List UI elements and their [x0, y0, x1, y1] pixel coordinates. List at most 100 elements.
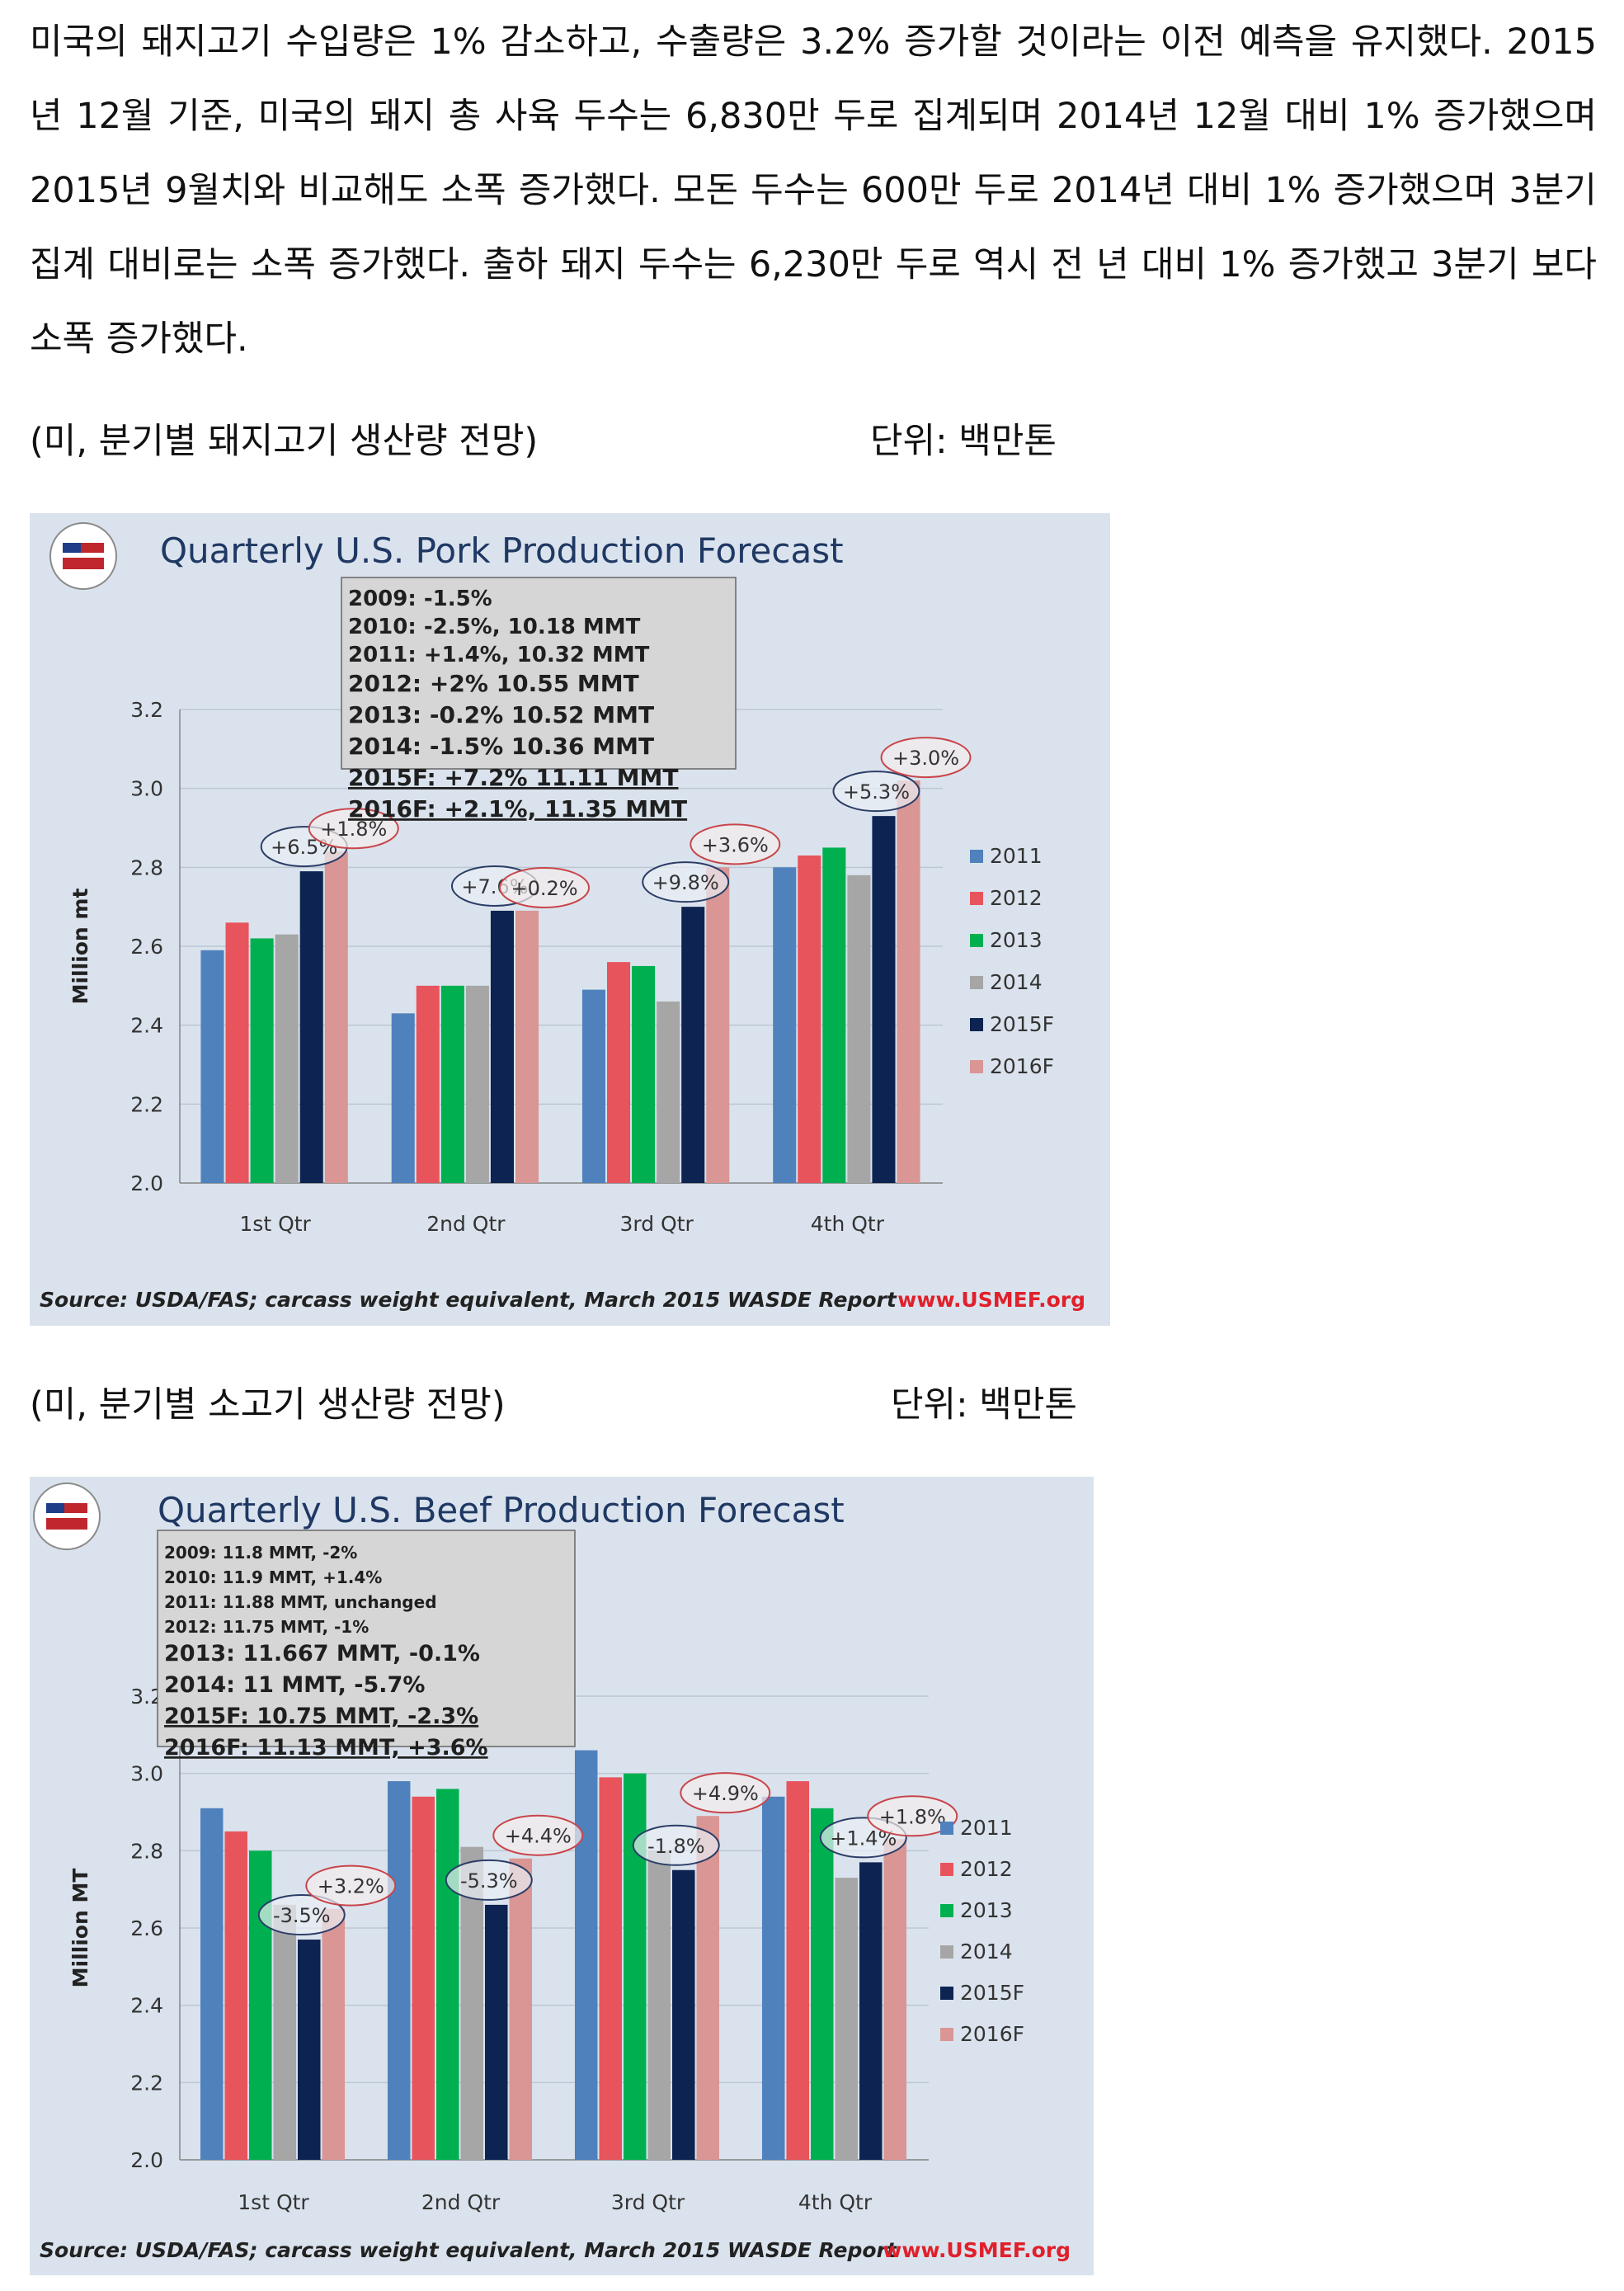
annotation-bubble-2015f [632, 1824, 720, 1866]
bar-2012-1 [224, 1831, 247, 2160]
chart-title: Quarterly U.S. Beef Production Forecast [158, 1490, 845, 1530]
y-tick-label: 2.6 [130, 935, 163, 959]
notes-line: 2010: 11.9 MMT, +1.4% [164, 1567, 382, 1587]
legend-label: 2013 [990, 928, 1043, 952]
bar-2012-2 [412, 1796, 435, 2160]
website-link: www.USMEF.org [883, 2238, 1071, 2262]
bar-2012-1 [225, 922, 249, 1183]
annotation-bubble-2016f [305, 1864, 397, 1907]
x-tick-label: 3rd Qtr [619, 1212, 694, 1236]
bar-2011-4 [773, 867, 797, 1183]
legend-swatch [970, 850, 983, 863]
legend-label: 2014 [960, 1940, 1013, 1963]
beef-chart-unit: 단위: 백만톤 [891, 1384, 1077, 1426]
bar-2016f-2 [515, 910, 539, 1183]
y-tick-label: 3.2 [130, 698, 163, 722]
annotation-bubble-2016f [880, 737, 972, 779]
notes-line: 2014: 11 MMT, -5.7% [164, 1672, 425, 1698]
legend-label: 2011 [960, 1816, 1013, 1840]
bar-2013-4 [822, 847, 846, 1183]
legend-swatch [940, 2028, 953, 2041]
bar-2014-3 [657, 1001, 680, 1183]
bar-2015f-1 [299, 871, 323, 1183]
annotation-bubble-2015f [445, 1859, 533, 1901]
bar-2013-2 [440, 985, 464, 1183]
annotation-label-2015f: -5.3% [460, 1869, 518, 1893]
usmef-logo [49, 522, 117, 590]
bar-2016f-3 [696, 1816, 720, 2160]
notes-line: 2012: 11.75 MMT, -1% [164, 1617, 369, 1637]
bar-2015f-4 [872, 816, 896, 1183]
bar-2011-1 [200, 1808, 224, 2160]
notes-line: 2011: 11.88 MMT, unchanged [164, 1592, 437, 1612]
bar-2016f-2 [509, 1858, 533, 2160]
y-tick-label: 2.6 [130, 1916, 163, 1940]
legend-swatch [940, 1987, 953, 2000]
notes-line: 2015F: +7.2% 11.11 MMT [348, 764, 678, 791]
legend-label: 2012 [960, 1857, 1013, 1881]
y-tick-label: 2.8 [130, 856, 163, 879]
bar-2013-2 [435, 1789, 459, 2160]
annotation-bubble-2015f [642, 861, 730, 903]
annotation-label-2016f: +3.6% [702, 833, 769, 856]
bar-2012-4 [798, 855, 821, 1183]
annotation-bubble-2016f [492, 1814, 584, 1856]
annotation-bubble-2016f [308, 808, 399, 850]
annotation-label-2015f: +9.8% [652, 871, 719, 894]
chart-title: Quarterly U.S. Pork Production Forecast [160, 530, 844, 571]
bar-2015f-1 [298, 1940, 321, 2160]
annotation-label-2016f: +4.4% [505, 1825, 572, 1848]
usmef-logo [33, 1483, 101, 1550]
x-tick-label: 1st Qtr [239, 1212, 311, 1236]
annotation-label-2015f: -3.5% [273, 1904, 331, 1927]
notes-line: 2009: 11.8 MMT, -2% [164, 1543, 357, 1563]
bar-2014-2 [465, 985, 489, 1183]
x-tick-label: 4th Qtr [798, 2190, 873, 2214]
annotation-bubble-2016f [867, 1795, 958, 1837]
annotation-bubble-2016f [499, 866, 591, 908]
bar-2014-1 [273, 1904, 297, 2160]
y-tick-label: 3.0 [130, 1762, 163, 1786]
notes-line: 2016F: +2.1%, 11.35 MMT [348, 795, 687, 823]
x-tick-label: 2nd Qtr [421, 2190, 501, 2214]
legend-label: 2013 [960, 1898, 1013, 1922]
annotation-label-2015f: +5.3% [843, 780, 910, 804]
notes-line: 2015F: 10.75 MMT, -2.3% [164, 1704, 478, 1729]
notes-line: 2016F: 11.13 MMT, +3.6% [164, 1735, 488, 1761]
annotation-label-2016f: +4.9% [692, 1782, 759, 1805]
legend-swatch [970, 934, 983, 947]
legend-swatch [970, 1060, 983, 1073]
annotation-bubble-2015f [257, 1894, 346, 1936]
beef-chart-caption: (미, 분기별 소고기 생산량 전망) [30, 1384, 506, 1426]
y-tick-label: 2.8 [130, 1839, 163, 1863]
annotation-label-2016f: +3.2% [318, 1875, 384, 1898]
pork-chart-unit: 단위: 백만톤 [870, 421, 1057, 462]
pork-chart-caption: (미, 분기별 돼지고기 생산량 전망) [30, 421, 539, 462]
y-tick-label: 2.0 [130, 2148, 163, 2172]
bar-2014-4 [835, 1878, 859, 2160]
notes-line: 2013: 11.667 MMT, -0.1% [164, 1641, 480, 1666]
x-tick-label: 2nd Qtr [426, 1212, 506, 1236]
bar-2013-4 [810, 1808, 834, 2160]
legend-swatch [970, 976, 983, 989]
legend-label: 2016F [960, 2022, 1024, 2046]
bar-2011-3 [574, 1750, 598, 2160]
bar-2015f-4 [859, 1862, 883, 2160]
y-axis-label: Million MT [68, 1869, 92, 1988]
legend-swatch [940, 1904, 953, 1917]
legend-label: 2015F [960, 1981, 1024, 2005]
y-tick-label: 3.0 [130, 777, 163, 801]
intro-paragraph: 미국의 돼지고기 수입량은 1% 감소하고, 수출량은 3.2% 증가할 것이라… [30, 21, 1597, 360]
notes-line: 2010: -2.5%, 10.18 MMT [348, 615, 641, 639]
notes-line: 2009: -1.5% [348, 587, 492, 611]
y-tick-label: 2.4 [130, 1994, 163, 2018]
bar-2015f-3 [681, 907, 705, 1183]
annotation-bubble-2016f [690, 823, 781, 865]
bar-2015f-3 [672, 1869, 695, 2160]
bar-2013-3 [632, 965, 656, 1183]
annotation-bubble-2016f [680, 1772, 771, 1814]
annotation-label-2016f: +1.8% [320, 818, 387, 841]
legend-label: 2015F [990, 1012, 1054, 1036]
bar-2016f-3 [706, 867, 730, 1183]
